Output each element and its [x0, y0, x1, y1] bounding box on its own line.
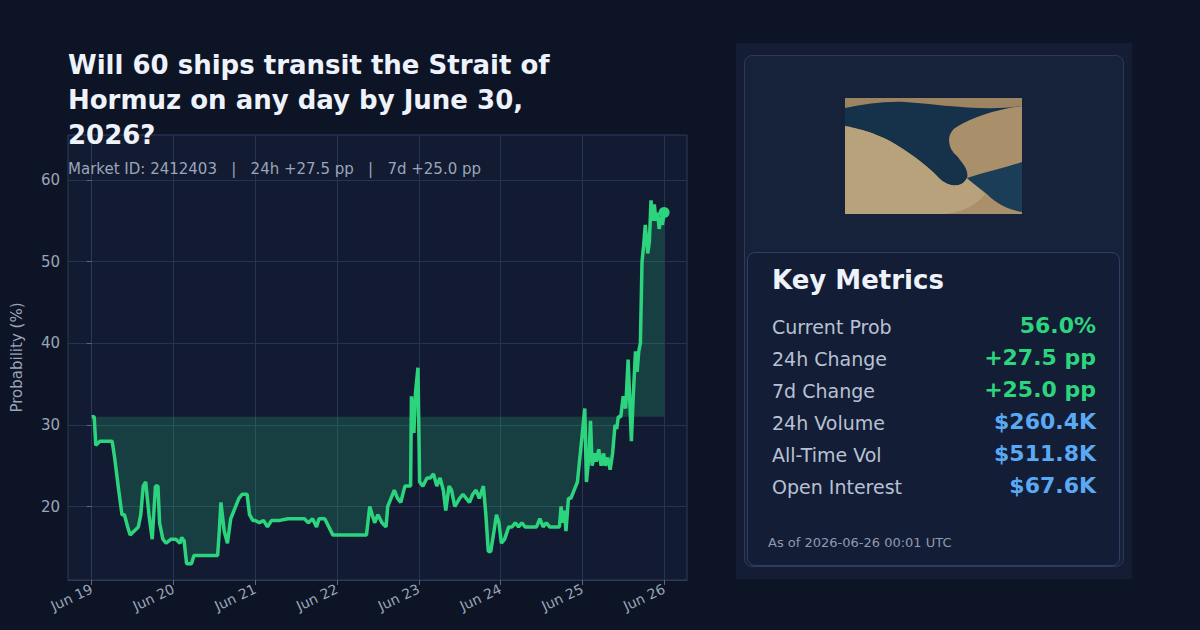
html-text:Market ID: 2412403 | 24h +27.5: Market ID: 2412403 | 24h +27.5 pp | 7d +… [68, 160, 481, 178]
svg-text:Jun 21: Jun 21 [211, 581, 259, 615]
html-text:+25.0 pp: +25.0 pp [984, 377, 1096, 402]
svg-text:20: 20 [41, 498, 60, 516]
html-text:$67.6K: $67.6K [1009, 473, 1096, 498]
html-text:Current Prob: Current Prob [772, 316, 892, 338]
svg-text:40: 40 [41, 334, 60, 352]
svg-text:Jun 22: Jun 22 [293, 581, 341, 615]
svg-text:60: 60 [41, 171, 60, 189]
svg-text:Jun 26: Jun 26 [620, 581, 668, 615]
html-text:All-Time Vol: All-Time Vol [772, 444, 882, 466]
html-text:$511.8K: $511.8K [994, 441, 1096, 466]
html-text:56.0%: 56.0% [1019, 313, 1096, 338]
html-text:7d Change: 7d Change [772, 380, 875, 402]
html-text:24h Change: 24h Change [772, 348, 887, 370]
svg-text:50: 50 [41, 253, 60, 271]
svg-text:Probability (%): Probability (%) [8, 302, 26, 412]
html-text:+27.5 pp: +27.5 pp [984, 345, 1096, 370]
html-text:$260.4K: $260.4K [994, 409, 1096, 434]
svg-text:30: 30 [41, 416, 60, 434]
svg-text:Jun 20: Jun 20 [129, 581, 177, 615]
svg-text:Jun 19: Jun 19 [47, 581, 95, 615]
html-text:As of 2026-06-26 00:01 UTC: As of 2026-06-26 00:01 UTC [768, 535, 952, 550]
html-text:Open Interest: Open Interest [772, 476, 902, 498]
svg-text:Jun 23: Jun 23 [375, 581, 423, 615]
svg-text:Jun 24: Jun 24 [456, 581, 504, 615]
html-text:Key Metrics: Key Metrics [772, 265, 944, 295]
html-text:Will 60 ships transit the Stra: Will 60 ships transit the Strait of Horm… [68, 50, 550, 150]
html-text:24h Volume: 24h Volume [772, 412, 885, 434]
svg-text:Jun 25: Jun 25 [538, 581, 586, 615]
